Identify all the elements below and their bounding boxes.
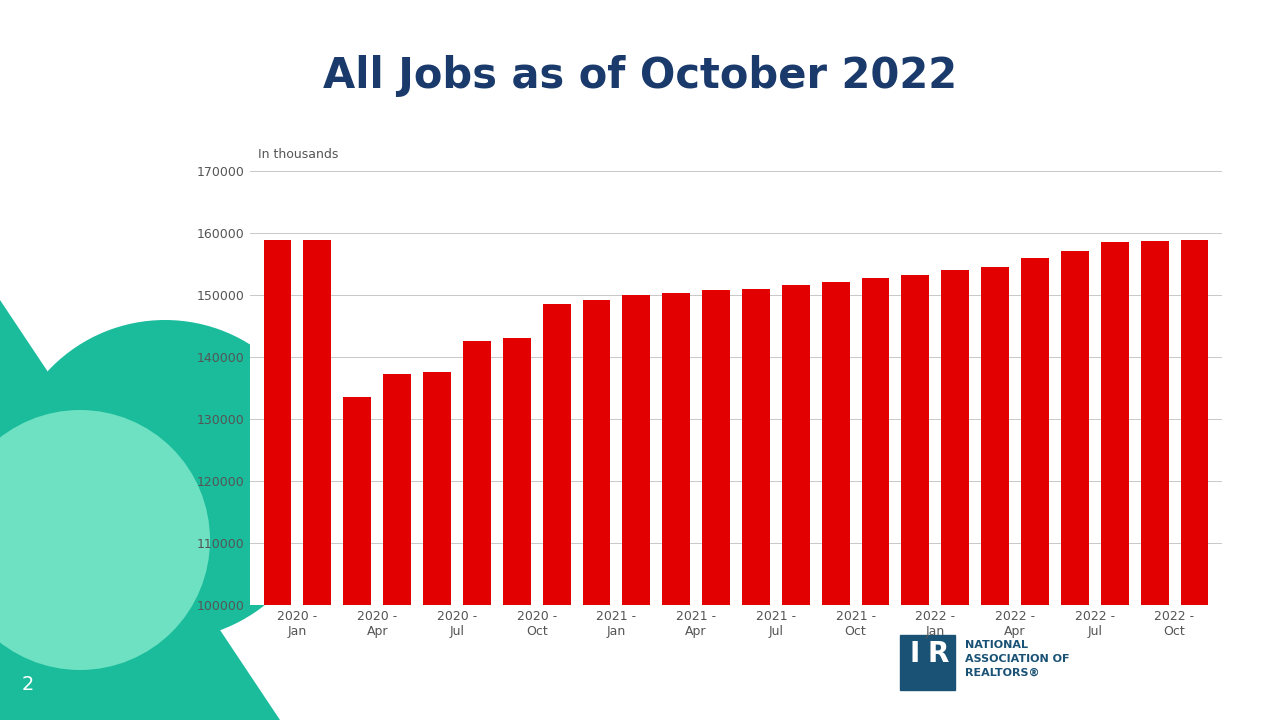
Bar: [900, 635, 955, 690]
Circle shape: [5, 320, 325, 640]
Bar: [503, 338, 531, 720]
Bar: [703, 290, 730, 720]
Bar: [742, 289, 769, 720]
Bar: [543, 304, 571, 720]
Bar: [822, 282, 850, 720]
Bar: [662, 293, 690, 720]
Bar: [383, 374, 411, 720]
Bar: [343, 397, 371, 720]
Bar: [901, 275, 929, 720]
Text: R: R: [928, 640, 950, 668]
Bar: [1021, 258, 1050, 720]
Text: In thousands: In thousands: [257, 148, 338, 161]
Text: 2: 2: [22, 675, 35, 694]
Text: I: I: [910, 640, 920, 668]
Text: All Jobs as of October 2022: All Jobs as of October 2022: [323, 55, 957, 96]
Bar: [582, 300, 611, 720]
Bar: [861, 278, 890, 720]
Polygon shape: [0, 300, 280, 720]
Bar: [622, 295, 650, 720]
Bar: [1061, 251, 1089, 720]
Bar: [463, 341, 490, 720]
Text: ASSOCIATION OF: ASSOCIATION OF: [965, 654, 1070, 664]
Bar: [982, 267, 1009, 720]
Bar: [941, 270, 969, 720]
Bar: [1140, 241, 1169, 720]
Text: REALTORS®: REALTORS®: [965, 668, 1039, 678]
Circle shape: [0, 410, 210, 670]
Bar: [264, 240, 292, 720]
Bar: [303, 240, 332, 720]
Bar: [1180, 240, 1208, 720]
Bar: [422, 372, 451, 720]
Bar: [782, 285, 810, 720]
Bar: [1101, 242, 1129, 720]
Text: NATIONAL: NATIONAL: [965, 640, 1028, 650]
